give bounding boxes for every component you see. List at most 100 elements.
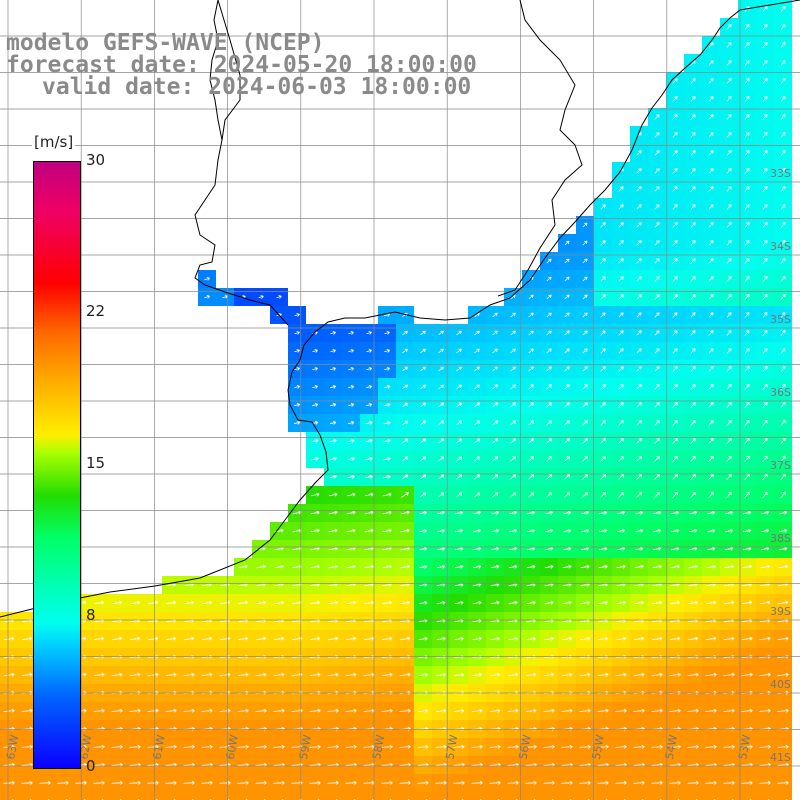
wind-arrow xyxy=(618,348,624,354)
wind-arrow xyxy=(366,331,372,335)
wind-arrow xyxy=(526,600,536,605)
wind-arrow xyxy=(618,366,624,372)
wind-arrow xyxy=(330,420,337,425)
wind-arrow xyxy=(636,420,642,426)
wind-arrow xyxy=(780,455,786,463)
wind-arrow xyxy=(599,528,608,533)
wind-arrow xyxy=(492,366,498,372)
wind-arrow xyxy=(633,708,645,713)
wind-arrow xyxy=(348,349,354,353)
wind-arrow xyxy=(453,780,465,785)
wind-arrow xyxy=(762,330,768,336)
wind-arrow xyxy=(762,96,768,102)
wind-arrow xyxy=(455,474,463,480)
wind-arrow xyxy=(312,385,318,389)
field-cell xyxy=(144,792,162,800)
wind-arrow xyxy=(472,672,483,677)
wind-arrow xyxy=(183,744,195,749)
wind-arrow xyxy=(780,5,786,12)
wind-arrow xyxy=(147,672,159,677)
wind-arrow xyxy=(237,672,249,677)
wind-arrow xyxy=(708,276,714,282)
wind-arrow xyxy=(598,600,608,605)
wind-arrow xyxy=(309,780,321,785)
wind-arrow xyxy=(364,510,374,515)
wind-arrow xyxy=(708,186,714,192)
wind-arrow xyxy=(255,744,267,749)
wind-arrow xyxy=(490,600,500,605)
wind-arrow xyxy=(402,402,409,408)
wind-arrow xyxy=(456,348,462,354)
wind-arrow xyxy=(600,492,607,498)
field-cell xyxy=(0,792,18,800)
wind-arrow xyxy=(654,204,660,210)
wind-arrow xyxy=(780,41,786,48)
wind-arrow xyxy=(546,366,552,372)
wind-arrow xyxy=(456,366,462,372)
wind-arrow xyxy=(615,708,627,713)
wind-arrow xyxy=(255,780,267,785)
wind-arrow xyxy=(201,672,213,677)
wind-arrow xyxy=(330,402,337,407)
wind-arrow xyxy=(581,546,590,551)
wind-arrow xyxy=(311,438,319,443)
wind-arrow xyxy=(654,312,660,318)
wind-arrow xyxy=(672,222,678,228)
field-cell xyxy=(684,792,702,800)
wind-arrow xyxy=(204,277,211,281)
wind-arrow xyxy=(546,438,553,444)
wind-arrow xyxy=(708,42,714,48)
field-cell xyxy=(198,792,216,800)
wind-arrow xyxy=(726,222,732,228)
wind-arrow xyxy=(420,366,426,372)
wind-arrow xyxy=(348,420,355,425)
wind-arrow xyxy=(618,186,624,192)
wind-arrow xyxy=(383,420,391,425)
wind-arrow xyxy=(654,491,660,498)
wind-arrow xyxy=(528,438,535,444)
wind-arrow xyxy=(402,384,409,390)
border-river xyxy=(217,0,241,141)
wind-arrow xyxy=(617,510,626,515)
wind-arrow xyxy=(453,708,465,713)
wind-arrow xyxy=(600,420,606,426)
wind-arrow xyxy=(600,438,606,444)
wind-arrow xyxy=(489,708,501,713)
wind-arrow xyxy=(633,744,645,749)
wind-arrow xyxy=(705,672,717,677)
wind-arrow xyxy=(687,636,699,641)
wind-arrow xyxy=(687,708,699,713)
wind-arrow xyxy=(634,600,644,605)
wind-arrow xyxy=(328,600,339,605)
wind-arrow xyxy=(780,59,786,66)
wind-arrow xyxy=(762,491,768,499)
wind-arrow xyxy=(744,293,750,300)
wind-arrow xyxy=(690,150,696,156)
wind-arrow xyxy=(654,330,660,336)
wind-arrow xyxy=(744,491,750,499)
wind-arrow xyxy=(312,403,319,407)
wind-arrow xyxy=(672,384,678,390)
latitude-label: 33S xyxy=(770,167,791,180)
wind-arrow xyxy=(111,672,123,677)
wind-arrow xyxy=(384,331,390,335)
field-cell xyxy=(54,792,72,800)
wind-arrow xyxy=(653,510,662,515)
wind-arrow xyxy=(564,366,570,372)
wind-arrow xyxy=(618,402,624,408)
wind-arrow xyxy=(312,349,318,353)
wind-arrow xyxy=(708,258,714,264)
wind-arrow xyxy=(636,258,642,264)
wind-arrow xyxy=(690,366,696,372)
wind-arrow xyxy=(744,186,750,192)
wind-arrow xyxy=(690,419,696,426)
wind-arrow xyxy=(744,437,750,445)
wind-arrow xyxy=(147,708,159,713)
wind-arrow xyxy=(743,528,752,533)
wind-arrow xyxy=(489,780,501,785)
wind-arrow xyxy=(400,600,411,605)
wind-arrow xyxy=(471,708,483,713)
valid-date: valid date: 2024-06-03 18:00:00 xyxy=(42,74,472,100)
wind-arrow xyxy=(690,114,696,120)
wind-arrow xyxy=(618,456,624,462)
